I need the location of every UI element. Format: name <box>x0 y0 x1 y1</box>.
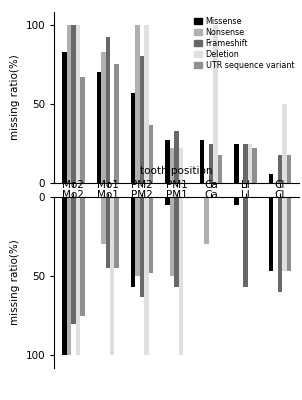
Bar <box>62 52 66 183</box>
Bar <box>97 72 101 183</box>
Bar <box>200 140 204 183</box>
Bar <box>175 131 179 183</box>
Bar <box>105 37 110 183</box>
Bar <box>131 197 136 287</box>
Bar <box>76 25 80 183</box>
Bar <box>110 197 114 355</box>
Bar <box>234 144 239 183</box>
X-axis label: tooth position: tooth position <box>140 166 213 176</box>
Bar <box>213 25 218 183</box>
Bar <box>62 197 66 355</box>
Bar <box>101 197 105 244</box>
Bar <box>278 197 282 292</box>
Y-axis label: missing ratio(%): missing ratio(%) <box>10 55 20 140</box>
Bar <box>149 124 153 183</box>
Bar <box>67 25 71 183</box>
Bar <box>287 155 291 183</box>
Bar <box>149 197 153 273</box>
Bar <box>101 52 105 183</box>
Bar <box>243 144 248 183</box>
Bar <box>136 25 140 183</box>
Bar <box>282 104 287 183</box>
Legend: Missense, Nonsense, Frameshift, Deletion, UTR sequence variant: Missense, Nonsense, Frameshift, Deletion… <box>194 16 295 71</box>
Bar <box>218 155 222 183</box>
Bar <box>131 93 136 183</box>
Bar <box>179 148 183 183</box>
Bar <box>71 197 76 324</box>
Bar <box>179 197 183 355</box>
Bar <box>269 174 273 183</box>
Bar <box>144 25 149 183</box>
Bar <box>170 197 175 276</box>
Bar <box>165 140 170 183</box>
Y-axis label: missing ratio(%): missing ratio(%) <box>10 240 20 325</box>
Bar <box>67 197 71 355</box>
Bar <box>140 56 144 183</box>
Bar <box>248 144 252 183</box>
Bar <box>136 197 140 276</box>
Bar <box>71 25 76 183</box>
Bar <box>287 197 291 271</box>
Bar <box>243 197 248 287</box>
Bar <box>170 148 175 183</box>
X-axis label: tooth position: tooth position <box>140 206 213 216</box>
Bar <box>252 148 257 183</box>
Bar <box>204 197 209 244</box>
Bar <box>114 64 119 183</box>
Bar <box>175 197 179 287</box>
Bar <box>269 197 273 271</box>
Bar <box>80 77 85 183</box>
Bar <box>105 197 110 268</box>
Bar <box>209 144 213 183</box>
Bar <box>234 197 239 205</box>
Bar <box>282 197 287 271</box>
Bar <box>278 155 282 183</box>
Bar <box>140 197 144 297</box>
Bar <box>80 197 85 316</box>
Bar <box>114 197 119 268</box>
Bar <box>76 197 80 355</box>
Bar <box>165 197 170 205</box>
Bar <box>144 197 149 355</box>
